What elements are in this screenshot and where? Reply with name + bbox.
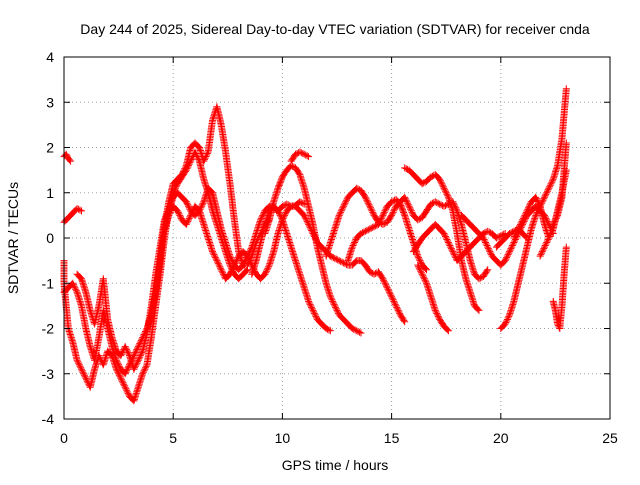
series-trace-9 [248, 202, 334, 335]
series-trace-1 [60, 150, 75, 165]
series-trace-16 [497, 85, 570, 332]
y-tick-label: -2 [42, 321, 55, 337]
x-axis-label: GPS time / hours [282, 457, 389, 473]
series-markers [287, 148, 313, 165]
series-markers [161, 202, 409, 326]
y-tick-label: -1 [42, 275, 55, 291]
series-markers [536, 139, 570, 260]
x-tick-label: 10 [275, 430, 291, 446]
y-tick-label: -3 [42, 366, 55, 382]
series-markers [549, 243, 570, 332]
series-markers [497, 85, 570, 332]
axis-ticks: 0 5 10 15 20 25 -4 -3 -2 -1 0 1 2 3 4 [42, 49, 618, 446]
y-tick-label: 3 [46, 94, 54, 110]
data-series [60, 85, 570, 405]
x-tick-label: 15 [384, 430, 400, 446]
y-tick-label: 2 [46, 140, 54, 156]
series-markers [60, 150, 75, 165]
y-tick-label: 0 [46, 230, 54, 246]
series-markers [414, 261, 452, 335]
series-markers [322, 184, 492, 283]
series-trace-13 [414, 261, 452, 335]
x-tick-label: 20 [493, 430, 509, 446]
y-axis-label: SDTVAR / TECUs [5, 182, 21, 294]
x-tick-label: 0 [60, 430, 68, 446]
series-markers [492, 225, 531, 251]
series-trace-11 [344, 196, 430, 274]
series-trace-4 [60, 103, 273, 378]
series-trace-19 [549, 243, 570, 332]
y-tick-label: 4 [46, 49, 54, 65]
chart-title: Day 244 of 2025, Sidereal Day-to-day VTE… [80, 21, 590, 37]
series-markers [344, 196, 430, 274]
y-tick-label: -4 [42, 411, 55, 427]
x-tick-label: 5 [169, 430, 177, 446]
series-markers [248, 202, 334, 335]
y-tick-label: 1 [46, 185, 54, 201]
series-trace-6 [161, 202, 409, 326]
series-markers [60, 103, 273, 378]
series-trace-8 [287, 148, 313, 165]
series-trace-18 [536, 139, 570, 260]
series-trace-10 [322, 184, 492, 283]
series-trace-20 [492, 225, 531, 251]
x-tick-label: 25 [602, 430, 618, 446]
